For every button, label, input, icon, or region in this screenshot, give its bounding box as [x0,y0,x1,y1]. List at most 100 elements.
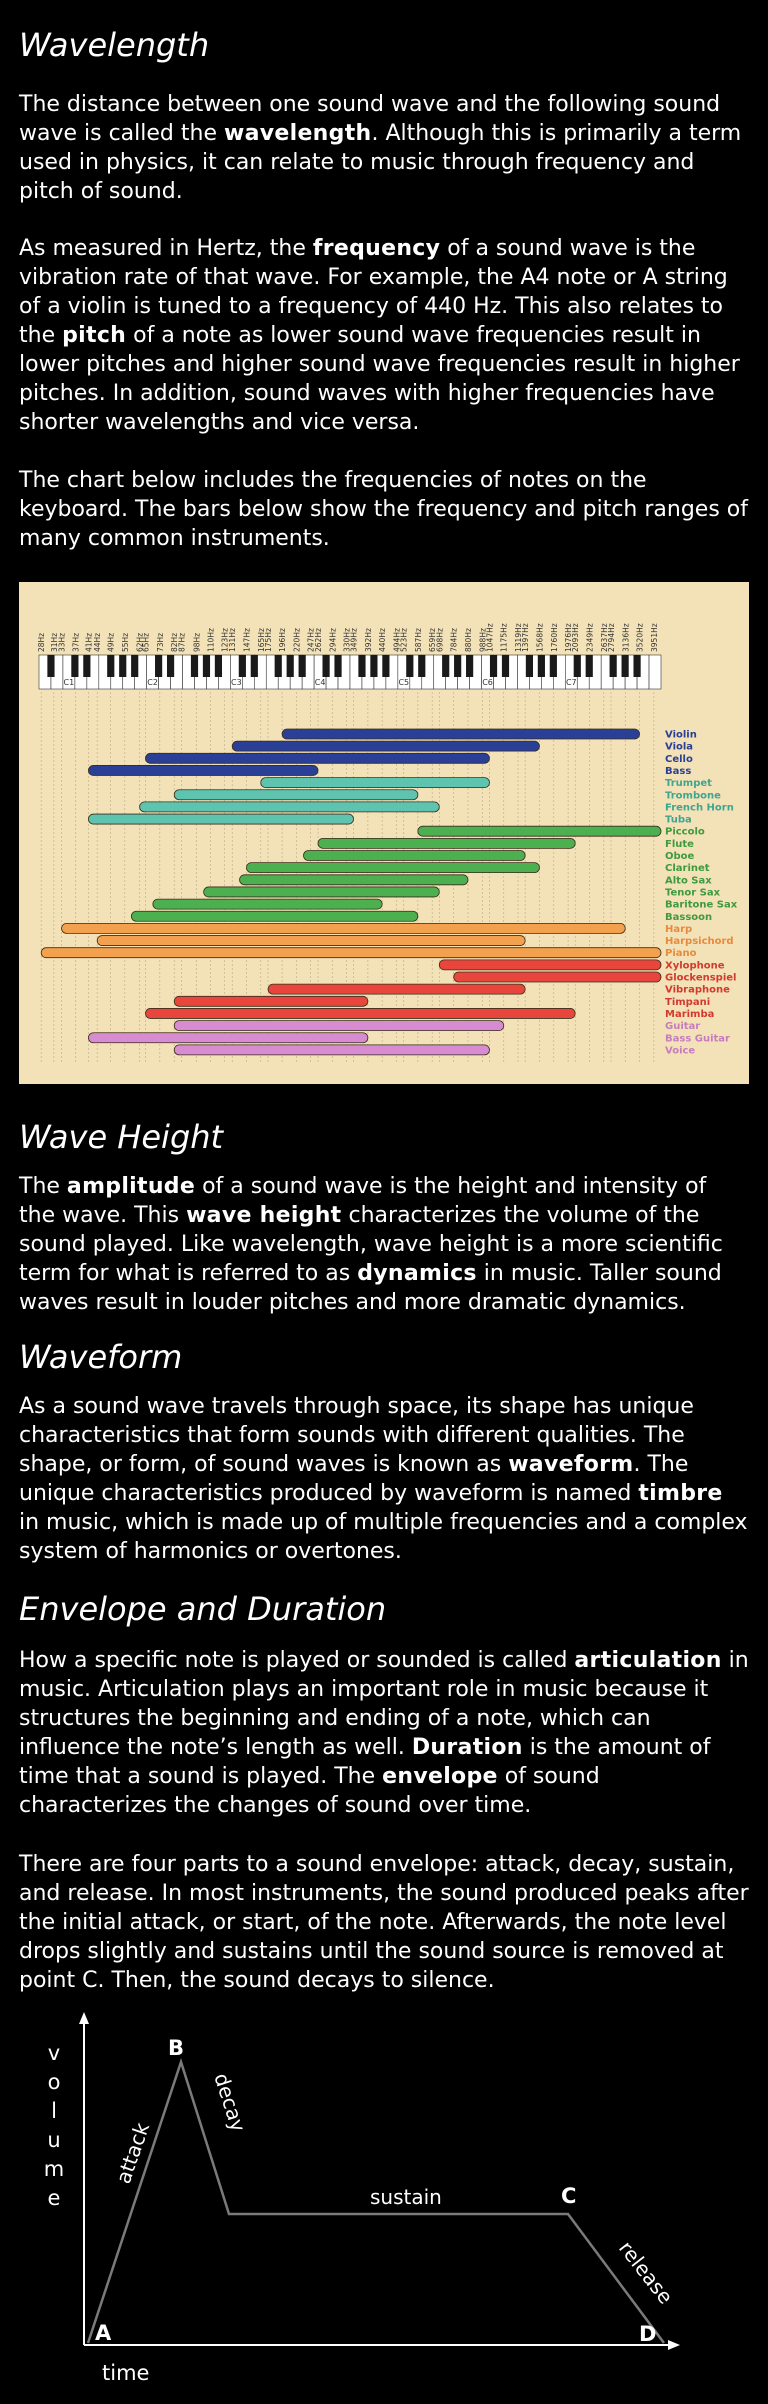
black-key [274,655,282,677]
phase-decay-label: decay [209,2070,250,2135]
black-key [525,655,534,677]
keyword-term: frequency [312,236,441,261]
text-run: As a sound wave travels through space, i… [19,1394,694,1477]
frequency-label: 131Hz [228,628,237,652]
instrument-bar [239,874,469,886]
instrument-bar [40,947,662,959]
instrument-bar [61,922,626,934]
black-key [107,655,115,677]
frequency-label: 73Hz [156,633,165,652]
instrument-bar [173,995,369,1007]
black-key [214,655,223,677]
frequency-label: 175Hz [264,628,273,652]
instrument-label: Baritone Sax [665,900,738,911]
frequency-label: 1976Hz [564,623,573,652]
frequency-label: 494Hz [393,628,402,652]
frequency-label: 440Hz [378,628,387,652]
text-run: The [19,1174,67,1199]
octave-label: C3 [231,678,242,687]
octave-label: C6 [482,678,493,687]
frequency-label: 65Hz [141,633,150,652]
instrument-label: Harp [665,924,692,935]
black-key [549,655,557,677]
instrument-bar [260,777,490,789]
instrument-label: Voice [665,1045,695,1056]
black-key [370,655,378,677]
instrument-bar [145,1008,576,1019]
frequency-label: 49Hz [106,633,115,652]
keyword-term: dynamics [357,1261,477,1286]
frequency-label: 784Hz [450,628,459,652]
text-run: of a sound wave is the height and intens… [19,1174,707,1228]
frequency-label: 3136Hz [621,623,630,652]
frequency-label: 1568Hz [535,623,544,652]
y-axis-label: volume [44,2041,64,2210]
black-key [298,655,306,677]
frequency-label: 988Hz [478,628,487,652]
instrument-label: Piano [665,948,697,959]
frequency-label: 880Hz [464,628,473,652]
frequency-label: 196Hz [278,628,287,652]
text-run: of a note as lower sound wave frequencie… [19,323,740,435]
white-key [648,654,662,690]
keyword-term: articulation [574,1648,722,1673]
envelope-line [86,2057,666,2344]
point-a-label: A [95,2321,112,2345]
y-axis-label-letter: v [48,2041,60,2065]
frequency-label: 110Hz [207,628,216,652]
frequency-label: 392Hz [364,628,373,652]
y-axis-label-letter: l [51,2099,57,2123]
frequency-label: 1047Hz [485,623,494,652]
frequency-label: 659Hz [428,628,437,652]
keyword-term: timbre [638,1481,723,1506]
frequency-label: 28Hz [37,633,46,652]
y-axis-label-letter: m [44,2157,64,2181]
instrument-bar [173,789,419,801]
instrument-bar [281,728,640,740]
frequency-label: 330Hz [343,628,352,652]
black-key [406,655,414,677]
text-run: . Although this is primarily a term used… [19,121,742,204]
text-run: There are four parts to a sound envelope… [19,1852,749,1993]
black-key [71,655,79,677]
text-run: in music. Taller sound waves result in l… [19,1261,722,1315]
black-key [466,655,474,677]
frequency-label: 2349Hz [585,623,594,652]
instrument-bar [88,813,354,825]
black-key [119,655,127,677]
section-title-waveform: Waveform [19,1338,183,1376]
instrument-label: French Horn [665,802,734,813]
instrument-label: Xylophone [665,960,725,971]
y-axis-arrow [79,2012,89,2024]
instrument-label: Clarinet [665,863,710,874]
frequency-label: 33Hz [58,633,67,652]
text-run: characterizes the volume of the sound pl… [19,1203,723,1286]
frequency-label: 523Hz [400,628,409,652]
frequency-label: 262Hz [314,628,323,652]
instrument-bar [96,935,526,946]
frequency-label: 31Hz [50,633,59,652]
instrument-label: Glockenspiel [665,973,736,984]
instrument-bar [267,983,526,995]
keyword-term: envelope [382,1764,498,1789]
black-key [418,655,426,677]
frequency-label: 1175Hz [500,623,509,652]
instrument-label: Vibraphone [665,985,730,996]
instrument-bar [139,801,440,813]
black-key [166,655,175,677]
wavelength-paragraph-3: The chart below includes the frequencies… [19,466,749,553]
instrument-bar [88,765,319,776]
envelope-svg: volume time A B C D attack decay sustain… [44,2012,680,2385]
text-run: is the amount of time that a sound is pl… [19,1735,711,1789]
black-key [633,655,641,677]
frequency-label: 3951Hz [650,623,659,652]
black-key [202,655,211,677]
instrument-label: Flute [665,839,694,850]
black-key [382,655,390,677]
phase-release-label: release [614,2236,678,2308]
octave-label: C5 [398,678,409,687]
instrument-bar [246,862,540,874]
frequency-label: 247Hz [307,628,316,652]
black-key [131,655,139,677]
